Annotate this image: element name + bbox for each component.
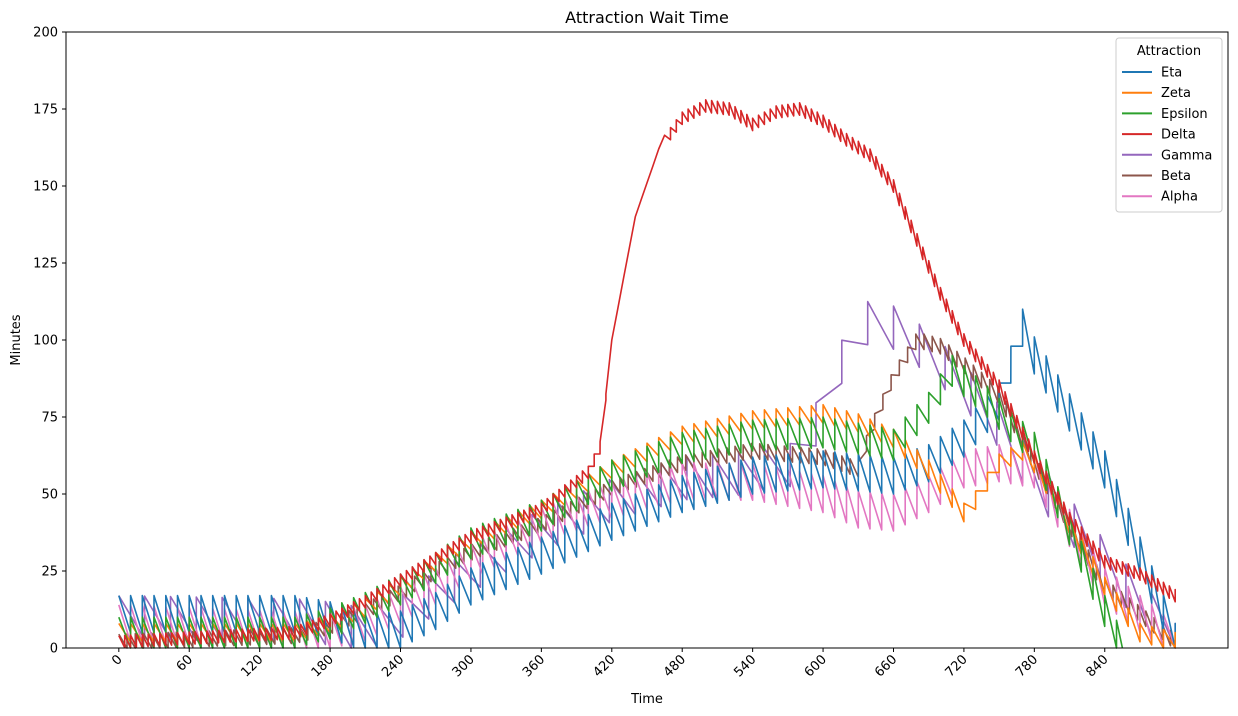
series-line-alpha: [118, 443, 1176, 649]
y-tick-label: 175: [33, 103, 58, 118]
series-line-eta: [118, 308, 1176, 649]
series-line-delta: [118, 99, 1176, 649]
legend-label-alpha: Alpha: [1161, 190, 1198, 205]
legend-box: [1115, 37, 1223, 213]
legend: Attraction Eta Zeta Epsilon Delta Gamma Beta A…: [1115, 37, 1223, 213]
y-tick-label: 50: [41, 488, 58, 503]
legend-label-zeta: Zeta: [1161, 86, 1191, 101]
x-axis-label: Time: [630, 692, 663, 707]
series-line-zeta: [118, 403, 1176, 649]
chart-title: Attraction Wait Time: [565, 8, 729, 27]
y-tick-label: 75: [41, 411, 58, 426]
y-tick-label: 150: [33, 180, 58, 195]
y-axis-label: Minutes: [9, 314, 24, 365]
legend-label-eta: Eta: [1161, 66, 1182, 81]
legend-label-beta: Beta: [1161, 169, 1191, 184]
y-axis: 0 25 50 75 100 125 150 175 200: [33, 26, 66, 657]
legend-title: Attraction: [1137, 44, 1201, 59]
y-tick-label: 100: [33, 334, 58, 349]
y-tick-label: 0: [50, 642, 58, 657]
y-tick-label: 200: [33, 26, 58, 41]
y-tick-label: 25: [41, 565, 58, 580]
legend-label-epsilon: Epsilon: [1161, 107, 1208, 122]
legend-label-gamma: Gamma: [1161, 148, 1212, 163]
legend-label-delta: Delta: [1161, 128, 1196, 143]
plot-lines: [118, 99, 1176, 649]
y-tick-label: 125: [33, 257, 58, 272]
